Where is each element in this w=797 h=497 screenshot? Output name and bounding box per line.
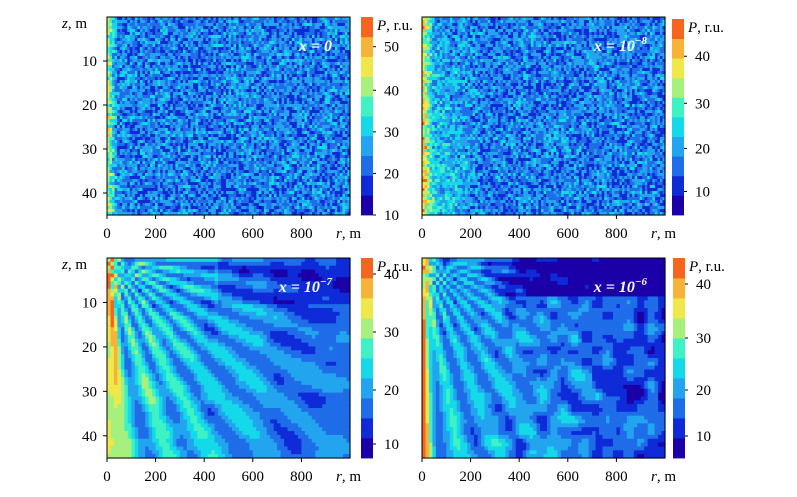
figure: 0 200 400 600 800 r, m10203040z, mx = 0P, r.u… [0,0,797,497]
